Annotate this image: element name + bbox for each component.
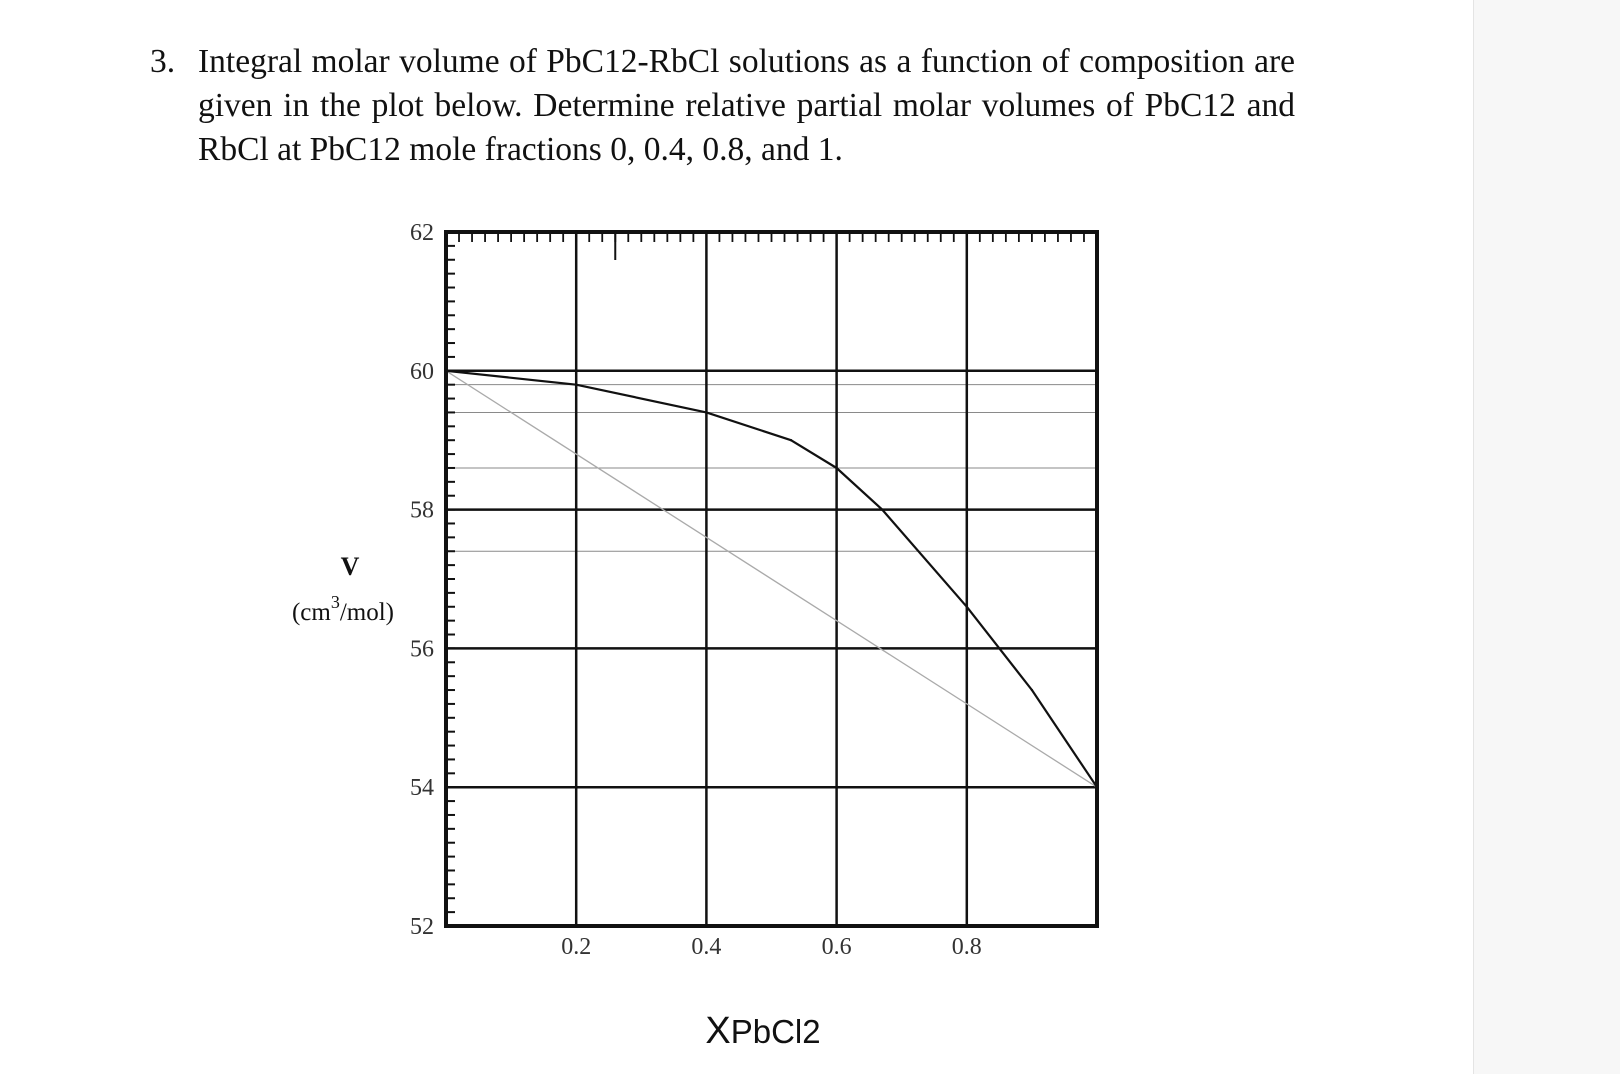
x-tick-label: 0.6 xyxy=(822,934,852,960)
data-point xyxy=(575,383,578,386)
ticks-layer xyxy=(445,231,1098,927)
y-tick-label: 62 xyxy=(410,220,434,246)
data-point xyxy=(835,466,838,470)
grid-layer xyxy=(446,232,1097,926)
y-axis-title: V xyxy=(341,552,360,581)
viewer-side-panel xyxy=(1473,0,1620,1074)
molar-volume-chart: 52 54 56 58 60 62 0.2 0.4 0.6 0.8 V (cm3/mol) XPbCl2 xyxy=(292,220,1099,1052)
series-layer xyxy=(444,369,1099,789)
data-point xyxy=(1030,688,1034,692)
labels-layer: 52 54 56 58 60 62 0.2 0.4 0.6 0.8 V (cm3/mol) XPbCl2 xyxy=(292,220,982,1052)
y-tick-label: 60 xyxy=(410,359,434,385)
y-axis-units: (cm3/mol) xyxy=(292,592,394,626)
y-tick-label: 54 xyxy=(410,775,434,801)
document-page: 3. Integral molar volume of PbC12-RbCl s… xyxy=(150,40,1295,1052)
x-tick-label: 0.8 xyxy=(952,934,982,960)
x-axis-title: XPbCl2 xyxy=(705,1010,820,1052)
ideal-mixing-line xyxy=(445,370,1098,788)
question-block: 3. Integral molar volume of PbC12-RbCl s… xyxy=(150,40,1295,172)
data-point xyxy=(880,508,884,511)
x-tick-label: 0.2 xyxy=(561,934,591,960)
y-tick-label: 52 xyxy=(410,914,434,940)
data-point xyxy=(789,439,793,442)
data-point xyxy=(965,605,968,608)
data-point xyxy=(705,411,708,414)
y-tick-label: 58 xyxy=(410,498,434,524)
x-tick-label: 0.4 xyxy=(691,934,721,960)
question-text: Integral molar volume of PbC12-RbCl solu… xyxy=(198,43,1295,168)
question-number: 3. xyxy=(150,43,176,80)
y-tick-label: 56 xyxy=(410,636,434,662)
